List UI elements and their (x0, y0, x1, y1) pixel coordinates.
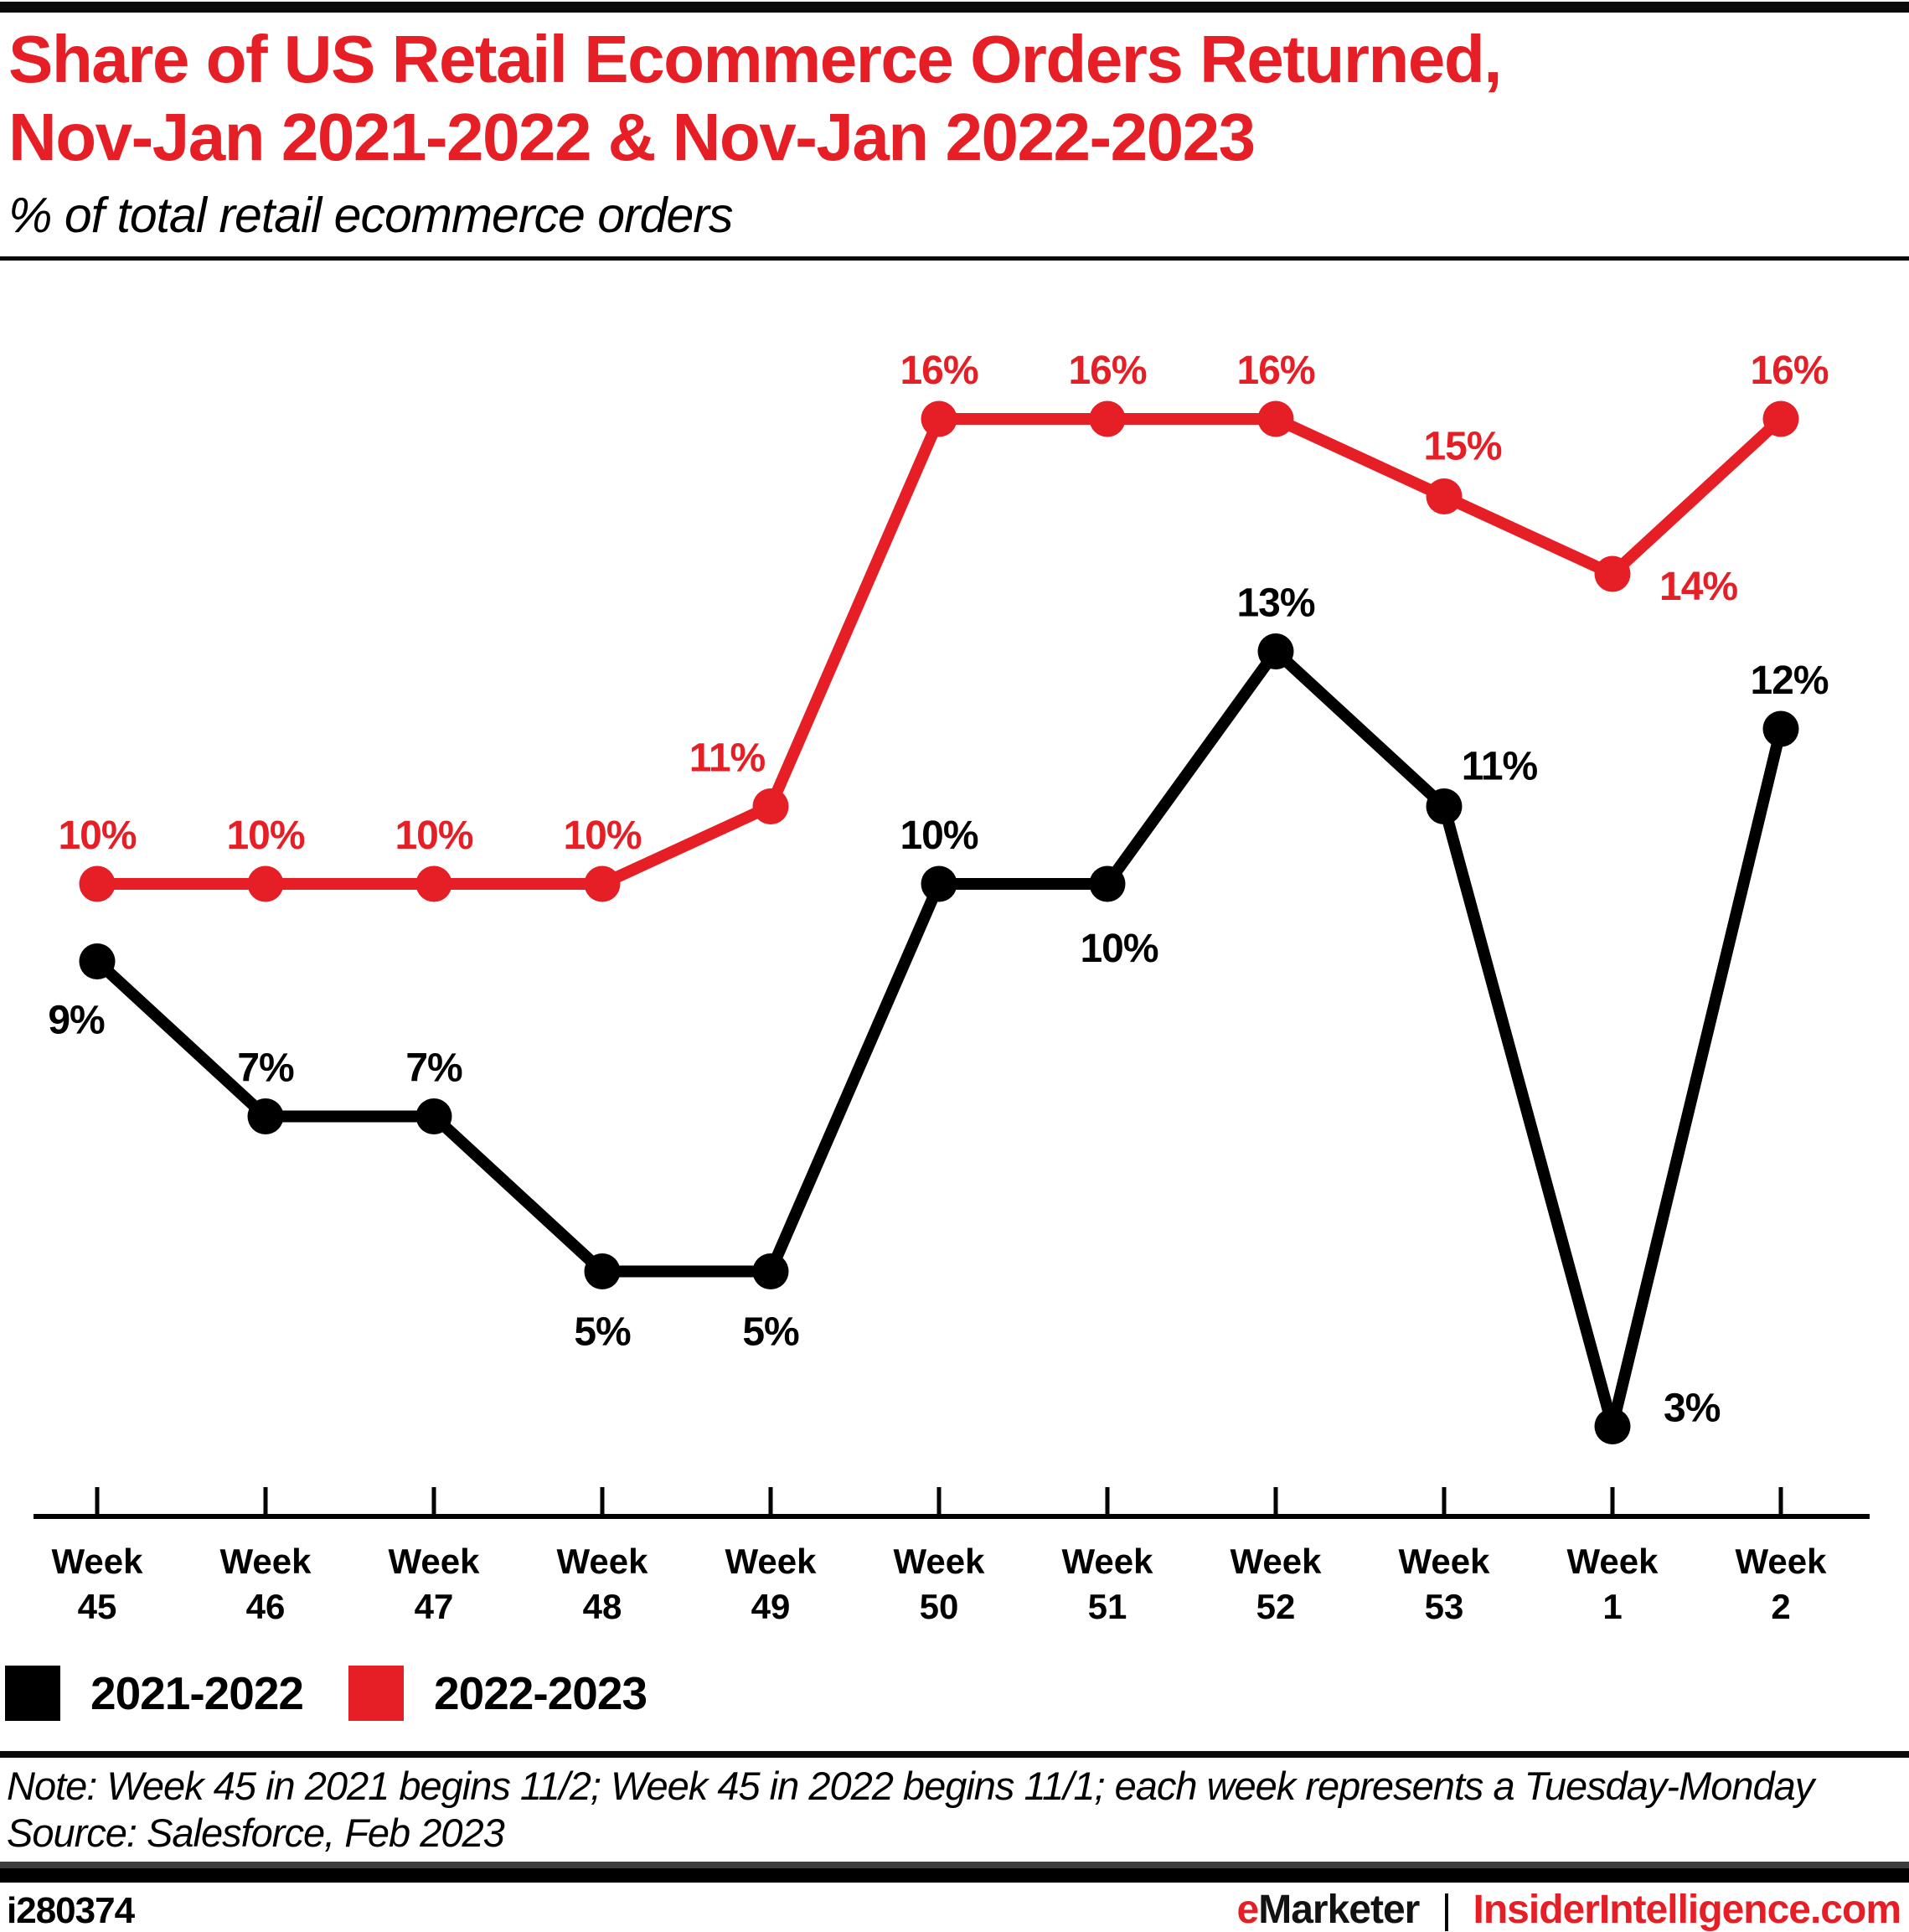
x-axis-label-word: Week (894, 1542, 986, 1581)
data-point-2022-2023 (584, 865, 621, 902)
data-point-label-2021-2022: 13% (1236, 581, 1314, 626)
note-text: Note: Week 45 in 2021 begins 11/2; Week … (7, 1764, 1814, 1808)
x-axis-label-number: 53 (1425, 1587, 1464, 1626)
chart-note: Note: Week 45 in 2021 begins 11/2; Week … (7, 1763, 1902, 1857)
x-axis-label-number: 48 (583, 1587, 622, 1626)
x-axis-label-number: 46 (246, 1587, 286, 1626)
data-point-label-2022-2023: 15% (1423, 425, 1501, 469)
data-point-label-2022-2023: 10% (58, 814, 136, 858)
source-text: Source: Salesforce, Feb 2023 (7, 1811, 505, 1855)
x-axis-label-number: 47 (415, 1587, 454, 1626)
data-point-label-2022-2023: 16% (900, 349, 978, 393)
data-point-label-2022-2023: 16% (1750, 349, 1828, 393)
x-axis-label-number: 2 (1771, 1587, 1790, 1626)
x-axis-label-number: 45 (78, 1587, 117, 1626)
x-axis-label-word: Week (1231, 1542, 1323, 1581)
page-title-line1: Share of US Retail Ecommerce Orders Retu… (8, 22, 1503, 96)
data-point-2021-2022 (1089, 865, 1126, 902)
data-point-2022-2023 (1089, 400, 1126, 437)
chart-id: i280374 (7, 1890, 135, 1931)
data-point-label-2022-2023: 16% (1068, 349, 1146, 393)
data-point-label-2022-2023: 10% (226, 814, 304, 858)
data-point-2021-2022 (1257, 633, 1294, 669)
data-point-2021-2022 (79, 943, 116, 979)
footer-accent-bar (0, 1862, 1909, 1883)
x-axis-label-number: 1 (1602, 1587, 1622, 1626)
legend-item: 2022-2023 (348, 1666, 648, 1721)
x-axis-label-word: Week (52, 1542, 144, 1581)
data-point-label-2021-2022: 5% (742, 1310, 799, 1355)
data-point-2022-2023 (1594, 555, 1631, 592)
data-point-2022-2023 (1426, 478, 1463, 514)
data-point-label-2021-2022: 10% (1080, 927, 1158, 971)
data-point-2021-2022 (247, 1098, 284, 1134)
data-point-2021-2022 (1594, 1408, 1631, 1444)
x-axis-label-word: Week (1567, 1542, 1659, 1581)
data-point-2022-2023 (1762, 400, 1799, 437)
line-chart: Week 45 Week 46 Week 47 Week 48 Week 49 Week 50 Week… (34, 349, 1870, 1626)
data-point-2022-2023 (1257, 400, 1294, 437)
brand-site-link[interactable]: InsiderIntelligence.com (1473, 1888, 1901, 1932)
brand-emarketer-rest: Marketer (1258, 1888, 1420, 1932)
data-point-2022-2023 (921, 400, 957, 437)
legend-swatch (348, 1666, 405, 1721)
x-axis-label-number: 51 (1088, 1587, 1127, 1626)
legend-label: 2021-2022 (90, 1667, 304, 1719)
legend-swatch (5, 1666, 60, 1721)
x-axis-label-word: Week (725, 1542, 818, 1581)
data-point-2021-2022 (921, 865, 957, 902)
footer: i280374 eMarketer | InsiderIntelligence.… (7, 1887, 1901, 1932)
data-point-label-2021-2022: 3% (1664, 1387, 1721, 1431)
data-point-label-2022-2023: 16% (1236, 349, 1314, 393)
data-point-label-2021-2022: 10% (900, 814, 978, 858)
data-point-2021-2022 (584, 1253, 621, 1289)
data-point-label-2021-2022: 11% (1462, 745, 1538, 789)
x-axis-label-word: Week (1399, 1542, 1491, 1581)
data-point-2021-2022 (752, 1253, 789, 1289)
page-title-line2: Nov-Jan 2021-2022 & Nov-Jan 2022-2023 (8, 100, 1256, 174)
page-title: Share of US Retail Ecommerce Orders Retu… (8, 20, 1901, 176)
legend-item: 2021-2022 (5, 1666, 304, 1721)
header-divider (0, 256, 1909, 261)
data-point-label-2022-2023: 11% (689, 736, 766, 781)
x-axis-label-number: 52 (1256, 1587, 1296, 1626)
data-point-2021-2022 (415, 1098, 452, 1134)
x-axis-label-word: Week (1062, 1542, 1154, 1581)
data-point-label-2022-2023: 14% (1659, 565, 1737, 609)
x-axis-label-word: Week (557, 1542, 649, 1581)
data-point-2022-2023 (415, 865, 452, 902)
data-point-label-2021-2022: 9% (48, 999, 105, 1043)
chart-legend: 2021-2022 2022-2023 (5, 1666, 648, 1721)
top-accent-bar (0, 2, 1909, 13)
data-point-label-2021-2022: 12% (1750, 659, 1828, 703)
brand-separator: | (1441, 1888, 1452, 1932)
data-point-label-2022-2023: 10% (563, 814, 641, 858)
legend-label: 2022-2023 (434, 1667, 648, 1719)
data-point-2022-2023 (79, 865, 116, 902)
data-point-label-2021-2022: 7% (405, 1046, 462, 1091)
x-axis-label-word: Week (389, 1542, 481, 1581)
data-point-2022-2023 (247, 865, 284, 902)
brand-lockup: eMarketer | InsiderIntelligence.com (1237, 1887, 1901, 1932)
data-point-2022-2023 (752, 788, 789, 824)
x-axis-label-number: 49 (751, 1587, 791, 1626)
x-axis-label-word: Week (220, 1542, 312, 1581)
chart-header: Share of US Retail Ecommerce Orders Retu… (8, 20, 1901, 243)
data-point-label-2021-2022: 7% (237, 1046, 294, 1091)
data-point-label-2022-2023: 10% (395, 814, 472, 858)
data-point-2021-2022 (1426, 788, 1463, 824)
x-axis-label-word: Week (1736, 1542, 1828, 1581)
brand-emarketer-e: e (1236, 1888, 1260, 1932)
data-point-2021-2022 (1762, 710, 1799, 747)
chart-subtitle: % of total retail ecommerce orders (8, 188, 733, 243)
x-axis-label-number: 50 (920, 1587, 959, 1626)
note-divider (0, 1751, 1909, 1758)
data-point-label-2021-2022: 5% (574, 1310, 631, 1355)
